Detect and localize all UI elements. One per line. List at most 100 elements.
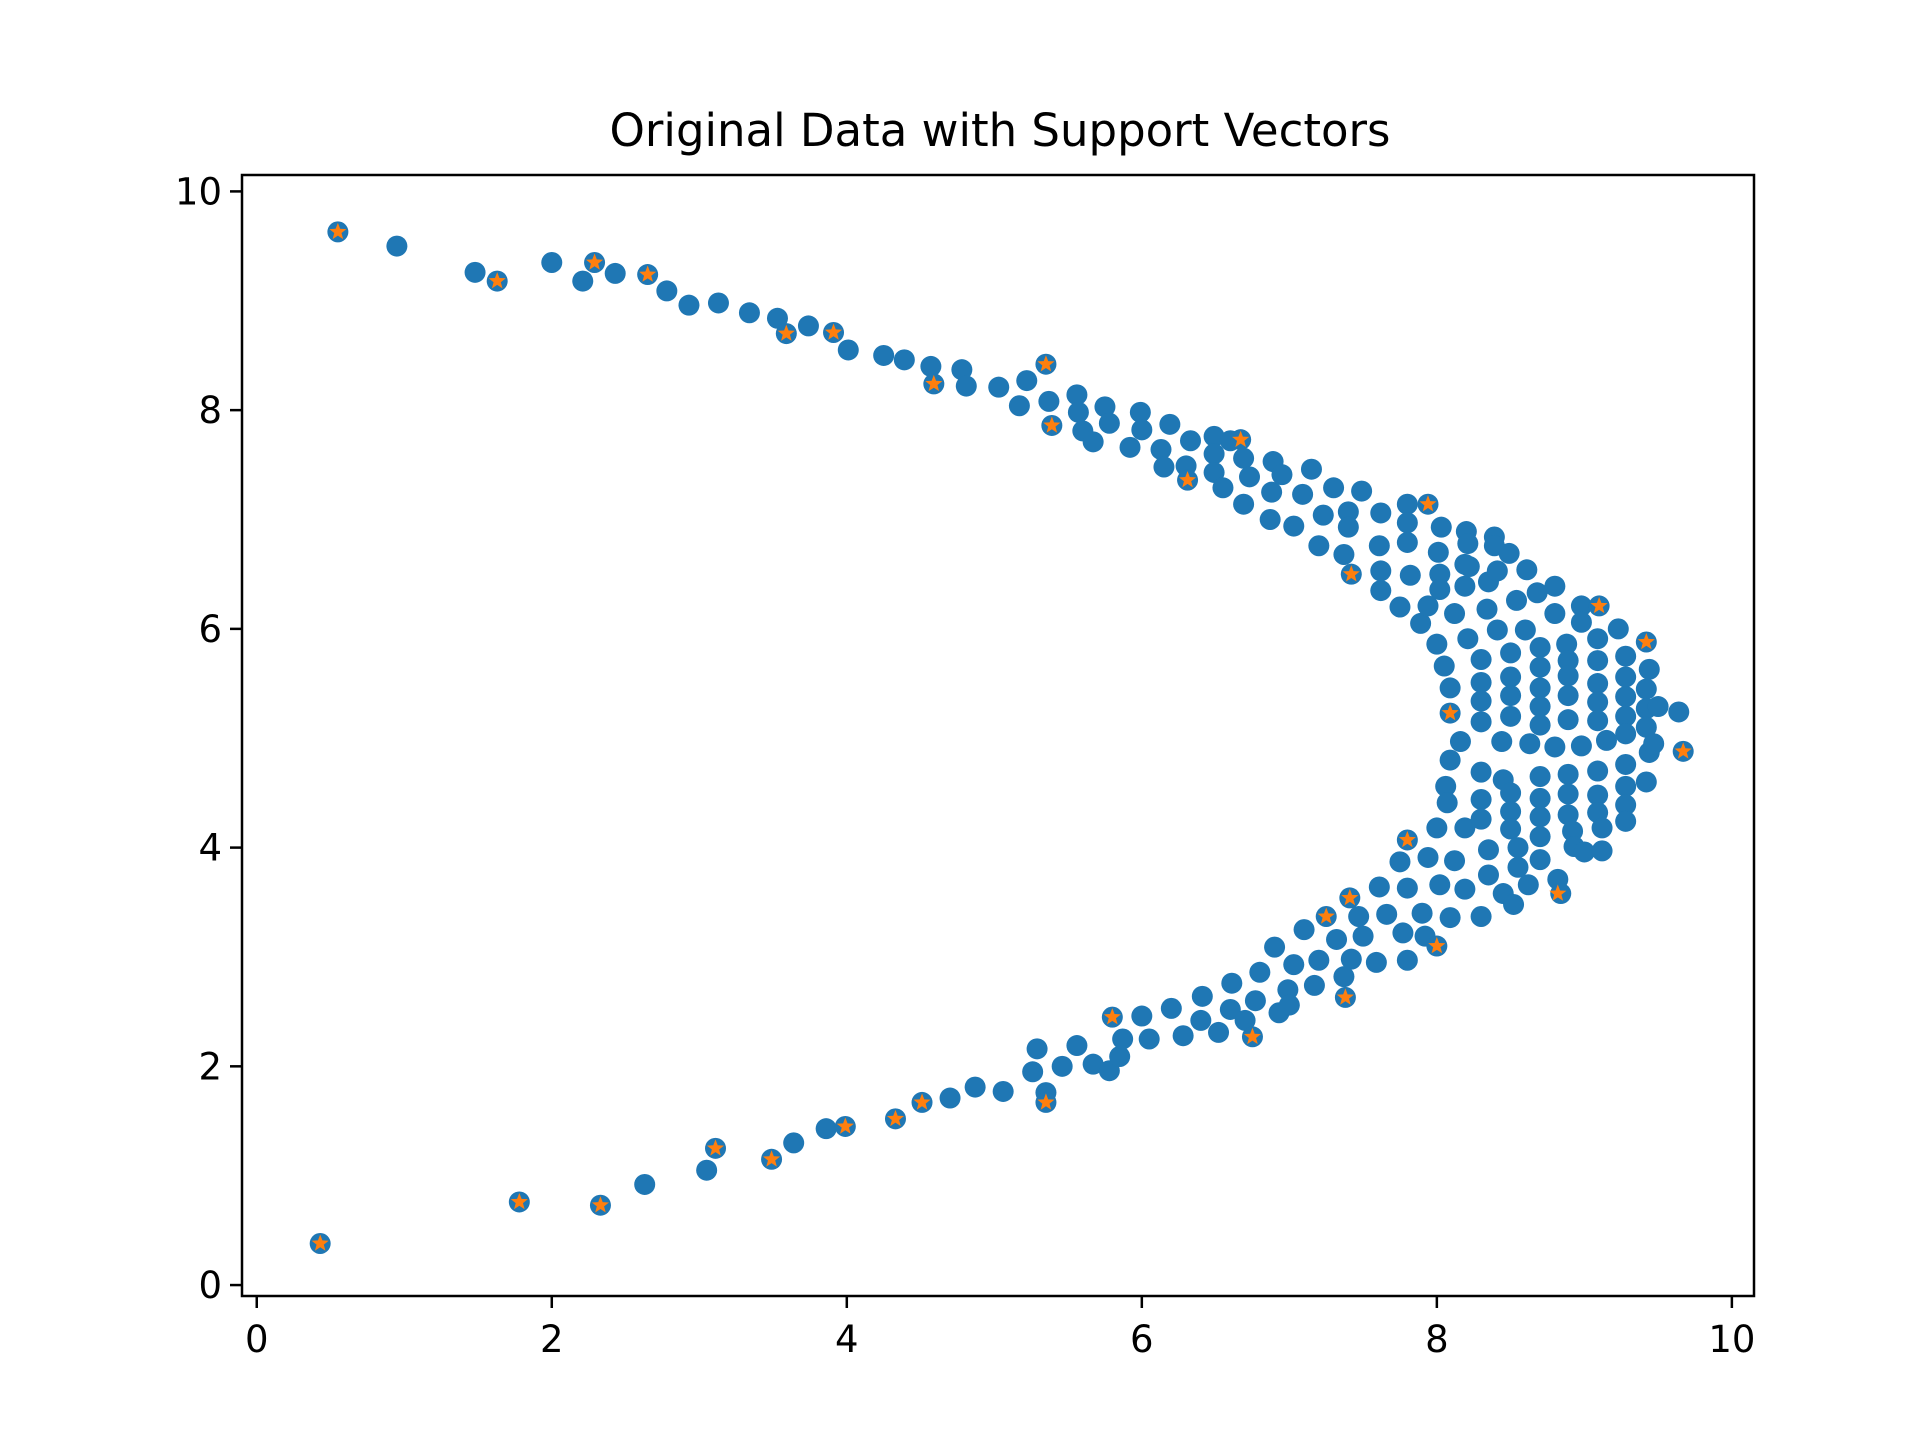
data-point — [1526, 582, 1548, 604]
data-point — [1129, 401, 1151, 423]
data-point — [1399, 564, 1421, 586]
data-point — [1365, 951, 1387, 973]
data-point — [1470, 671, 1492, 693]
support-vector-markers — [311, 222, 1692, 1251]
data-point — [1477, 839, 1499, 861]
data-point — [1587, 784, 1609, 806]
data-point — [1150, 439, 1172, 461]
data-point — [783, 1132, 805, 1154]
x-tick-label: 0 — [245, 1318, 269, 1361]
support-vector-star — [1342, 565, 1360, 582]
support-vector-star — [639, 265, 657, 282]
data-point — [1203, 443, 1225, 465]
data-point — [1159, 413, 1181, 435]
x-tick-label: 6 — [1130, 1318, 1154, 1361]
support-vector-star — [913, 1093, 931, 1110]
data-point — [1514, 619, 1536, 641]
support-vector-star — [1549, 884, 1567, 901]
data-point — [873, 344, 895, 366]
data-point — [1486, 560, 1508, 582]
data-point — [1470, 648, 1492, 670]
data-point — [1283, 954, 1305, 976]
data-point — [1500, 705, 1522, 727]
data-point — [1529, 656, 1551, 678]
data-point — [1429, 563, 1451, 585]
data-point — [1587, 710, 1609, 732]
data-point — [1506, 589, 1528, 611]
data-point — [1022, 1061, 1044, 1083]
support-vector-star — [1441, 704, 1459, 721]
data-point — [1348, 906, 1370, 928]
data-point — [1283, 515, 1305, 537]
support-vector-star — [836, 1117, 854, 1134]
data-point — [1615, 753, 1637, 775]
data-point — [1008, 395, 1030, 417]
data-point — [1529, 677, 1551, 699]
data-point — [1557, 709, 1579, 731]
data-point — [939, 1087, 961, 1109]
data-point — [1094, 396, 1116, 418]
data-point — [1477, 864, 1499, 886]
data-point — [1503, 893, 1525, 915]
data-point — [1529, 806, 1551, 828]
data-point — [1429, 578, 1451, 600]
data-point — [1351, 480, 1373, 502]
data-point — [1368, 876, 1390, 898]
data-point — [1430, 516, 1452, 538]
data-point — [1498, 542, 1520, 564]
support-vector-star — [311, 1234, 329, 1251]
support-vector-star — [488, 272, 506, 289]
data-point — [1570, 611, 1592, 633]
data-point — [1293, 919, 1315, 941]
data-point — [1500, 818, 1522, 840]
data-point — [1500, 642, 1522, 664]
x-tick-label: 2 — [540, 1318, 564, 1361]
data-point — [1573, 841, 1595, 863]
support-vector-star — [1103, 1008, 1121, 1025]
data-point — [1444, 850, 1466, 872]
data-point — [1615, 645, 1637, 667]
y-tick-label: 0 — [198, 1264, 222, 1307]
data-point — [1264, 936, 1286, 958]
data-point — [1261, 481, 1283, 503]
data-point — [1271, 464, 1293, 486]
data-point — [1333, 966, 1355, 988]
data-point — [1643, 733, 1665, 755]
data-point — [1370, 502, 1392, 524]
data-point — [604, 262, 626, 284]
data-point — [1557, 650, 1579, 672]
support-vector-star — [925, 374, 943, 392]
data-point — [1635, 678, 1657, 700]
data-point — [1333, 543, 1355, 565]
data-point — [1244, 990, 1266, 1012]
y-tick-label: 8 — [198, 389, 222, 432]
support-vector-star — [591, 1196, 610, 1213]
data-point — [1066, 1035, 1088, 1057]
data-point — [1392, 922, 1414, 944]
data-point — [1410, 612, 1432, 634]
support-vector-star — [510, 1192, 528, 1210]
data-point — [955, 375, 977, 397]
data-point — [1180, 430, 1202, 452]
data-point — [1051, 1055, 1073, 1077]
data-point — [1500, 685, 1522, 707]
support-vector-star — [1398, 830, 1416, 848]
data-point — [1587, 650, 1609, 672]
support-vector-star — [1178, 471, 1197, 488]
data-point — [1337, 516, 1359, 538]
data-point — [1557, 665, 1579, 687]
data-point — [1439, 907, 1461, 929]
data-point — [1454, 817, 1476, 839]
data-point — [1491, 731, 1513, 753]
data-point — [1082, 431, 1104, 453]
support-vector-star — [1037, 355, 1055, 372]
support-vector-star — [1637, 632, 1655, 650]
data-point — [1389, 851, 1411, 873]
data-point — [1470, 761, 1492, 783]
data-point — [738, 302, 760, 324]
data-point — [1038, 390, 1060, 412]
data-point — [1340, 948, 1362, 970]
data-point — [386, 235, 408, 257]
data-point — [1557, 685, 1579, 707]
